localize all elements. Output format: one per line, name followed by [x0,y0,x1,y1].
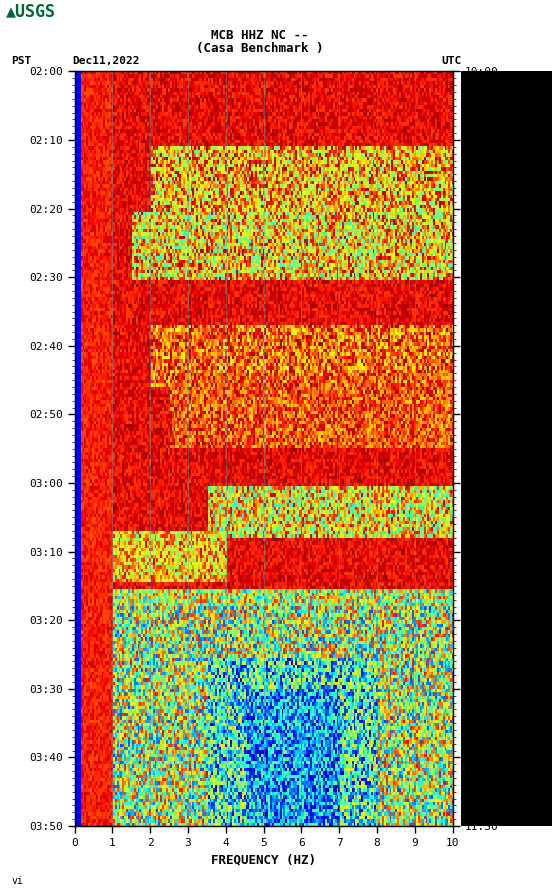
Text: PST: PST [11,56,31,66]
Text: ▲USGS: ▲USGS [6,3,56,21]
Text: (Casa Benchmark ): (Casa Benchmark ) [196,42,323,55]
Text: vi: vi [11,876,23,886]
X-axis label: FREQUENCY (HZ): FREQUENCY (HZ) [211,854,316,866]
Text: MCB HHZ NC --: MCB HHZ NC -- [211,29,308,42]
Text: UTC: UTC [442,56,462,66]
Text: Dec11,2022: Dec11,2022 [72,56,139,66]
